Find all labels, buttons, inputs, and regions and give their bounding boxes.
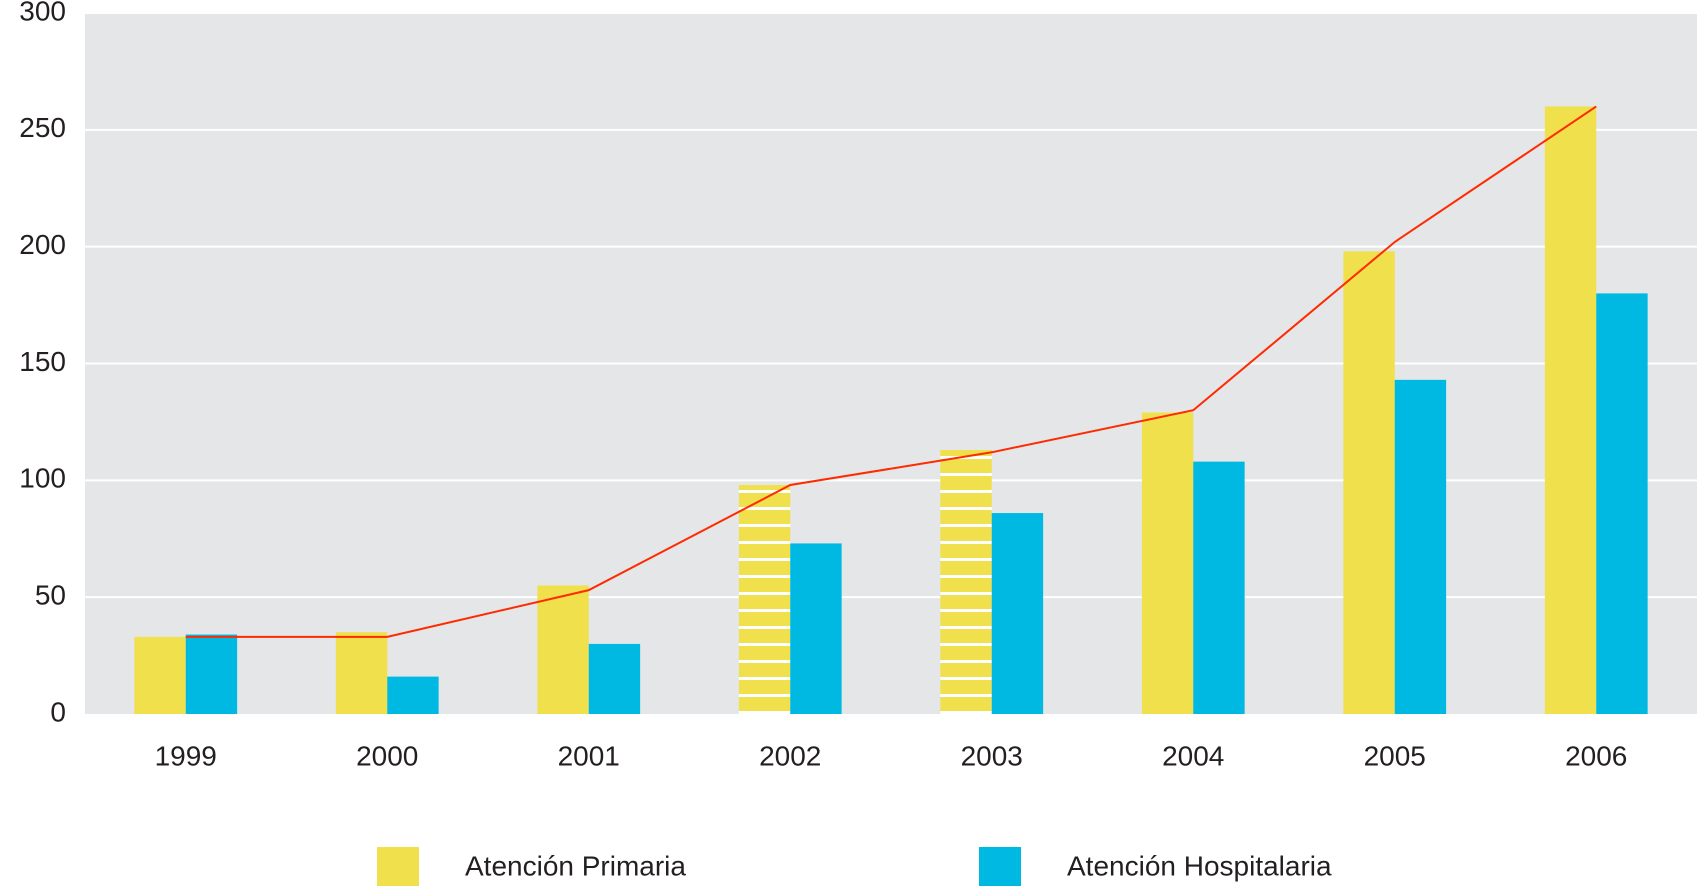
bar: [134, 636, 186, 714]
x-tick-label: 2001: [558, 740, 620, 771]
bar: [1343, 251, 1395, 714]
y-tick-label: 100: [19, 463, 66, 494]
legend-label: Atención Hospitalaria: [1067, 850, 1332, 881]
x-tick-label: 1999: [155, 740, 217, 771]
x-tick-label: 2006: [1565, 740, 1627, 771]
legend-swatch: [979, 847, 1021, 886]
bar: [738, 485, 791, 714]
bar: [387, 676, 439, 714]
bar: [1141, 412, 1194, 714]
bar: [940, 449, 992, 714]
x-tick-label: 2004: [1162, 740, 1224, 771]
bar: [790, 543, 842, 714]
y-tick-label: 50: [35, 580, 66, 611]
x-tick-label: 2005: [1364, 740, 1426, 771]
y-tick-label: 150: [19, 346, 66, 377]
y-tick-label: 250: [19, 112, 66, 143]
y-tick-label: 300: [19, 0, 66, 26]
bar: [1596, 293, 1648, 714]
y-tick-label: 0: [50, 696, 66, 727]
bar: [991, 513, 1044, 714]
x-tick-label: 2000: [356, 740, 418, 771]
bar: [1193, 461, 1245, 714]
bar: [588, 643, 641, 714]
x-tick-label: 2002: [759, 740, 821, 771]
y-tick-label: 200: [19, 229, 66, 260]
legend-label: Atención Primaria: [465, 850, 686, 881]
x-tick-label: 2003: [961, 740, 1023, 771]
bar: [537, 585, 589, 714]
bar: [1394, 379, 1447, 714]
legend-swatch: [377, 847, 419, 886]
bar: [1544, 106, 1597, 714]
bar: [335, 632, 388, 714]
trend-line: [185, 105, 1597, 638]
bar: [185, 634, 238, 714]
